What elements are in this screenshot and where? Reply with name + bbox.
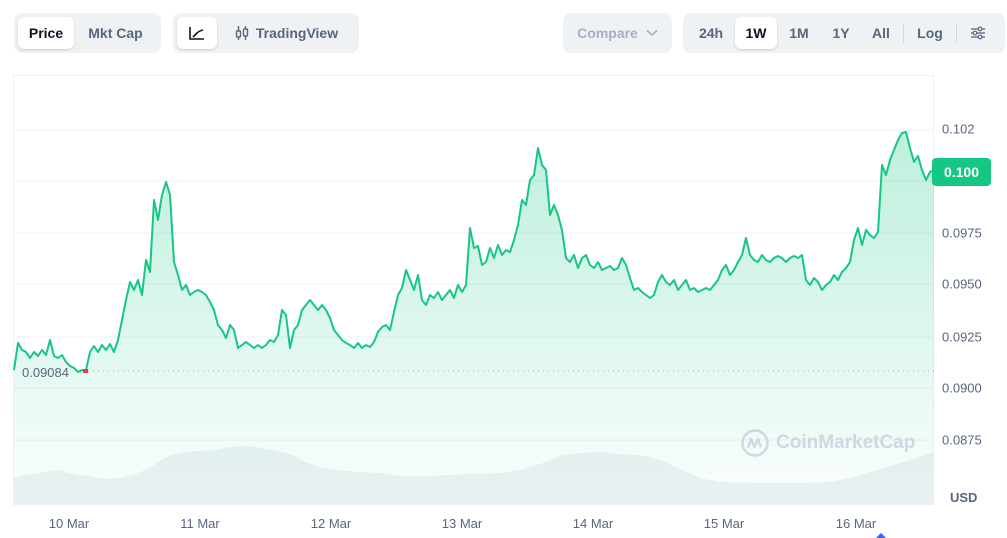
divider [903,23,904,43]
y-tick-label: 0.0925 [942,329,982,345]
x-tick-label: 14 Mar [572,516,614,531]
y-tick-label: 0.0950 [942,276,982,292]
compare-label: Compare [577,25,638,41]
y-tick-label: 0.102 [942,121,975,137]
x-tick-label: 13 Mar [441,516,483,531]
range-all[interactable]: All [872,25,890,41]
price-area-fill [14,132,934,505]
line-chart-icon [189,27,204,40]
compare-dropdown[interactable]: Compare [563,13,672,53]
x-tick-label: 16 Mar [835,516,877,531]
x-tick-label: 12 Mar [310,516,352,531]
price-tab[interactable]: Price [18,17,74,49]
chart-settings-button[interactable] [959,17,997,49]
line-chart-button[interactable] [177,17,217,49]
range-24h[interactable]: 24h [698,25,724,41]
coinmarketcap-logo-icon [741,429,769,457]
currency-label: USD [950,490,978,505]
coinmarketcap-watermark: CoinMarketCap [740,428,915,458]
log-scale-button[interactable]: Log [917,25,943,41]
tradingview-button[interactable]: TradingView [217,17,355,49]
range-1m[interactable]: 1M [789,25,809,41]
mkt-cap-tab[interactable]: Mkt Cap [88,25,143,41]
start-marker [83,369,88,373]
chevron-down-icon [646,29,658,37]
watermark-text: CoinMarketCap [776,432,916,453]
x-tick-label: 15 Mar [703,516,745,531]
time-range-toggle: 24h 1W 1M 1Y All Log [683,13,1005,53]
candlestick-icon [235,26,249,40]
current-price-badge: 0.100 [932,158,991,186]
x-tick-label: 10 Mar [48,516,90,531]
tradingview-label: TradingView [255,25,339,41]
y-tick-label: 0.0875 [942,432,982,448]
current-time-marker [876,533,886,538]
divider [956,23,957,43]
start-price-label: 0.09084 [22,365,69,380]
chart-view-toggle: TradingView [173,13,359,53]
x-tick-label: 11 Mar [180,516,220,531]
sliders-icon [971,26,985,40]
range-1y[interactable]: 1Y [832,25,850,41]
price-line [13,131,935,373]
y-tick-label: 0.0900 [942,380,982,396]
price-mktcap-toggle: Price Mkt Cap [14,13,161,53]
range-1w[interactable]: 1W [735,17,777,49]
y-tick-label: 0.0975 [942,225,982,241]
